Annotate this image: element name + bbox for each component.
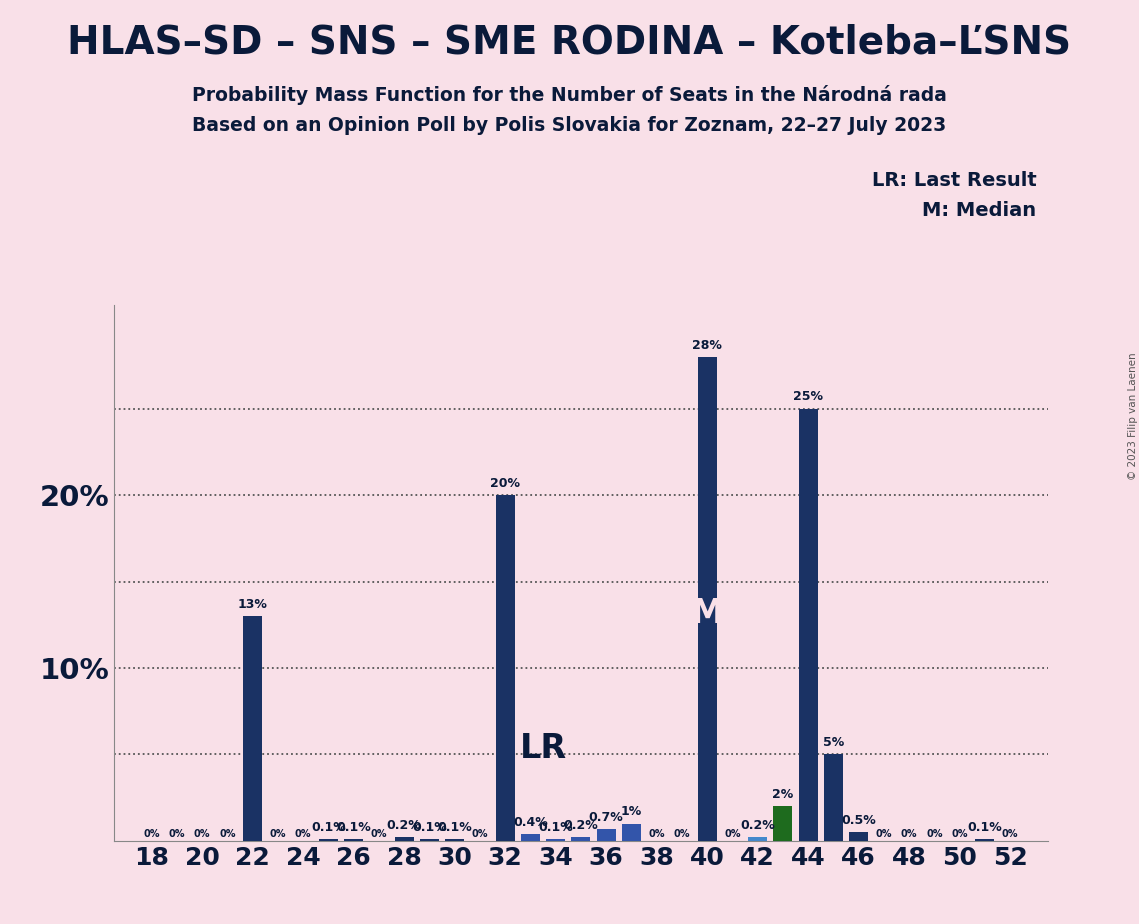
Text: 5%: 5% (822, 736, 844, 749)
Text: 2%: 2% (772, 788, 794, 801)
Bar (420, 839, 439, 841)
Bar (395, 837, 413, 841)
Text: 0%: 0% (876, 829, 892, 839)
Bar (344, 839, 363, 841)
Text: 0%: 0% (472, 829, 489, 839)
Text: 0.2%: 0.2% (740, 820, 775, 833)
Text: LR: Last Result: LR: Last Result (871, 171, 1036, 190)
Text: 0.1%: 0.1% (412, 821, 446, 834)
Bar (975, 839, 994, 841)
Bar (521, 834, 540, 841)
Text: 0.7%: 0.7% (589, 810, 623, 823)
Text: 13%: 13% (238, 598, 268, 611)
Text: 28%: 28% (693, 338, 722, 352)
Bar (495, 495, 515, 841)
Bar (798, 408, 818, 841)
Text: 0%: 0% (194, 829, 211, 839)
Text: 0.1%: 0.1% (967, 821, 1002, 834)
Text: Probability Mass Function for the Number of Seats in the Národná rada: Probability Mass Function for the Number… (192, 85, 947, 105)
Bar (773, 807, 793, 841)
Text: M: Median: M: Median (923, 201, 1036, 221)
Text: 0.1%: 0.1% (539, 821, 573, 834)
Text: © 2023 Filip van Laenen: © 2023 Filip van Laenen (1129, 352, 1138, 480)
Text: M: M (690, 597, 723, 630)
Text: 1%: 1% (621, 806, 642, 819)
Text: 0.1%: 0.1% (336, 821, 371, 834)
Text: HLAS–SD – SNS – SME RODINA – Kotleba–ĽSNS: HLAS–SD – SNS – SME RODINA – Kotleba–ĽSN… (67, 23, 1072, 61)
Bar (244, 616, 262, 841)
Bar (748, 837, 767, 841)
Text: 0%: 0% (901, 829, 917, 839)
Bar (547, 839, 565, 841)
Bar (622, 823, 641, 841)
Text: 0%: 0% (219, 829, 236, 839)
Text: 25%: 25% (793, 391, 823, 404)
Text: 0.5%: 0.5% (842, 814, 876, 827)
Text: 0.1%: 0.1% (437, 821, 472, 834)
Text: 0%: 0% (951, 829, 968, 839)
Text: 0%: 0% (673, 829, 690, 839)
Text: 0.2%: 0.2% (387, 820, 421, 833)
Text: 0%: 0% (144, 829, 159, 839)
Text: 0%: 0% (1002, 829, 1018, 839)
Text: 0%: 0% (370, 829, 387, 839)
Bar (572, 837, 590, 841)
Text: 0%: 0% (295, 829, 311, 839)
Bar (823, 754, 843, 841)
Bar (697, 357, 716, 841)
Text: 20%: 20% (490, 477, 521, 490)
Text: 0%: 0% (270, 829, 286, 839)
Text: 0.4%: 0.4% (513, 816, 548, 829)
Text: 0%: 0% (648, 829, 665, 839)
Text: 0.2%: 0.2% (564, 820, 598, 833)
Bar (445, 839, 465, 841)
Bar (319, 839, 338, 841)
Text: 0%: 0% (926, 829, 943, 839)
Bar (849, 833, 868, 841)
Text: 0%: 0% (724, 829, 740, 839)
Bar (597, 829, 615, 841)
Text: 0%: 0% (169, 829, 186, 839)
Text: Based on an Opinion Poll by Polis Slovakia for Zoznam, 22–27 July 2023: Based on an Opinion Poll by Polis Slovak… (192, 116, 947, 136)
Text: 0.1%: 0.1% (311, 821, 346, 834)
Text: LR: LR (521, 732, 567, 765)
